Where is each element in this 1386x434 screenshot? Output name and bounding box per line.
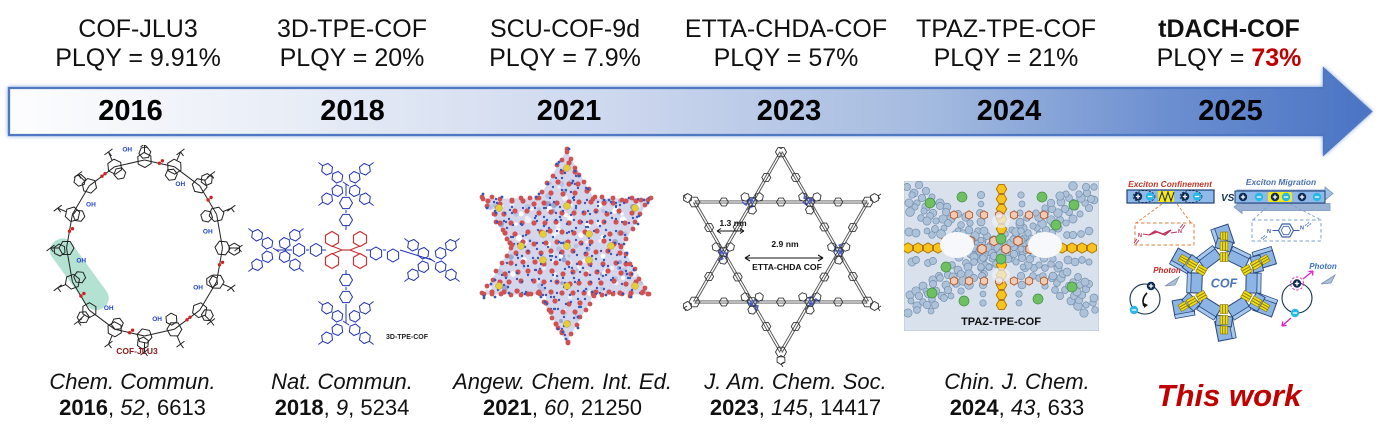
svg-text:Photon: Photon	[1153, 266, 1181, 275]
svg-text:OH: OH	[175, 181, 185, 188]
svg-text:N: N	[1178, 229, 1182, 235]
svg-text:VS: VS	[1221, 193, 1235, 204]
svg-text:COF: COF	[1211, 277, 1238, 291]
svg-text:3D-TPE-COF: 3D-TPE-COF	[386, 334, 429, 341]
svg-text:OH: OH	[122, 147, 132, 154]
svg-text:N: N	[1267, 229, 1271, 235]
svg-text:N: N	[1300, 226, 1304, 232]
svg-text:Photon: Photon	[1309, 262, 1337, 271]
svg-text:OH: OH	[203, 229, 213, 236]
svg-text:ETTA-CHDA COF: ETTA-CHDA COF	[752, 262, 822, 272]
svg-text:OH: OH	[104, 305, 114, 312]
svg-text:2.9 nm: 2.9 nm	[771, 239, 799, 249]
svg-text:Exciton Confinement: Exciton Confinement	[1128, 179, 1213, 189]
svg-text:1.3 nm: 1.3 nm	[719, 218, 747, 228]
svg-text:TPAZ-TPE-COF: TPAZ-TPE-COF	[961, 316, 1041, 328]
svg-text:OH: OH	[152, 316, 162, 323]
svg-text:OH: OH	[86, 202, 96, 209]
svg-text:N: N	[1138, 233, 1142, 239]
svg-text:Exciton Migration: Exciton Migration	[1246, 177, 1316, 187]
svg-text:OH: OH	[76, 258, 86, 265]
svg-text:OH: OH	[193, 284, 203, 291]
svg-text:COF-JLU3: COF-JLU3	[116, 346, 158, 356]
